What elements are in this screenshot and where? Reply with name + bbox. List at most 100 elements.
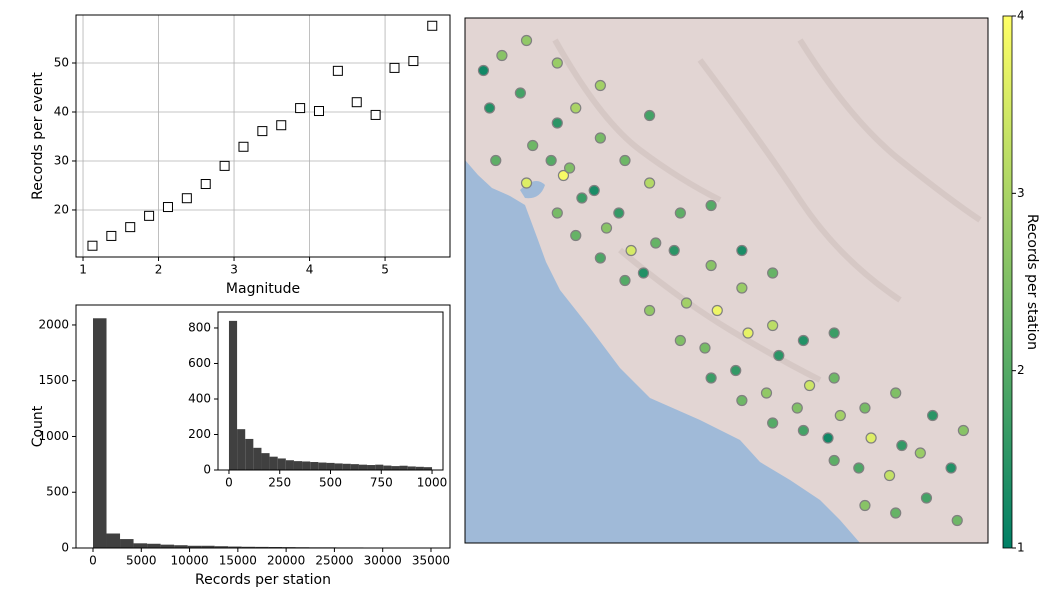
y-tick-label: 0 bbox=[203, 463, 211, 477]
station-point bbox=[668, 244, 680, 257]
panel: 0 250 500 750 1000 0 200 400 600 800 bbox=[188, 311, 447, 490]
bar bbox=[228, 546, 242, 548]
station-point bbox=[791, 402, 803, 414]
x-tick-label: 750 bbox=[370, 476, 393, 490]
station-point bbox=[705, 259, 717, 272]
bar bbox=[310, 462, 319, 470]
x-tick-label: 250 bbox=[268, 476, 291, 490]
station-point bbox=[853, 462, 865, 474]
station-point bbox=[643, 109, 656, 122]
bar bbox=[228, 320, 238, 470]
station-point bbox=[545, 154, 557, 167]
frame bbox=[217, 311, 444, 471]
bar bbox=[350, 464, 359, 470]
y-axis-label: Records per event bbox=[30, 72, 46, 200]
relief bbox=[552, 38, 982, 383]
station-point bbox=[705, 372, 717, 384]
station-point bbox=[828, 327, 840, 339]
station-point bbox=[883, 469, 896, 482]
point bbox=[332, 65, 343, 76]
station-point bbox=[570, 102, 582, 114]
point bbox=[106, 230, 117, 241]
station-point bbox=[803, 379, 816, 392]
y-tick-label: 1000 bbox=[38, 429, 69, 443]
bar bbox=[302, 461, 311, 470]
station-point bbox=[619, 274, 631, 287]
x-tick-label: 3 bbox=[230, 263, 238, 277]
frame bbox=[75, 14, 451, 258]
point bbox=[295, 103, 306, 114]
station-point bbox=[594, 79, 606, 92]
frame bbox=[75, 304, 451, 549]
frame bbox=[464, 17, 989, 544]
bar bbox=[334, 463, 343, 470]
point bbox=[427, 20, 438, 31]
station-point bbox=[797, 424, 810, 437]
bar bbox=[147, 543, 161, 548]
station-point bbox=[834, 409, 846, 422]
bar bbox=[237, 429, 246, 470]
station-point bbox=[484, 102, 496, 114]
station-point bbox=[914, 447, 926, 459]
station-point bbox=[890, 507, 902, 519]
x-axis-label: Records per station bbox=[195, 572, 331, 588]
point bbox=[276, 120, 287, 131]
colorbar bbox=[1002, 15, 1013, 549]
bar bbox=[174, 545, 188, 548]
station-point bbox=[594, 252, 606, 264]
plot-area bbox=[218, 312, 443, 470]
station-point bbox=[773, 349, 785, 362]
station-point bbox=[674, 334, 686, 347]
y-tick-label: 50 bbox=[54, 56, 69, 70]
bar bbox=[245, 438, 254, 470]
bar bbox=[261, 453, 270, 470]
station-point bbox=[551, 57, 563, 69]
x-tick-label: 4 bbox=[306, 263, 314, 277]
x-tick-label: 1 bbox=[79, 263, 87, 277]
y-tick-label: 0 bbox=[61, 541, 69, 555]
x-tick-label: 30000 bbox=[364, 554, 402, 568]
point bbox=[257, 126, 268, 137]
y-tick-label: 400 bbox=[188, 391, 211, 405]
x-tick-label: 20000 bbox=[267, 554, 305, 568]
station-point bbox=[890, 387, 902, 399]
ocean bbox=[465, 160, 860, 543]
station-point bbox=[637, 267, 650, 279]
x-tick-label: 10000 bbox=[170, 554, 208, 568]
bar bbox=[407, 466, 416, 470]
station-point bbox=[699, 342, 711, 354]
y-tick-label: 40 bbox=[54, 104, 69, 118]
bar bbox=[160, 544, 175, 548]
station-point bbox=[951, 514, 963, 527]
point bbox=[351, 97, 362, 108]
station-point bbox=[520, 34, 533, 47]
panel: 1 2 3 4 5 20 30 40 50 Magnitude Records per event bbox=[30, 14, 451, 297]
bar bbox=[255, 546, 269, 548]
bar bbox=[391, 466, 400, 470]
station-point bbox=[767, 417, 779, 429]
y-tick-label: 30 bbox=[54, 153, 69, 167]
bar bbox=[383, 465, 392, 470]
station-point bbox=[859, 402, 871, 414]
bar bbox=[214, 546, 229, 548]
y-tick-label: 600 bbox=[188, 356, 211, 370]
station-point bbox=[643, 304, 656, 317]
station-point bbox=[477, 64, 490, 77]
bar bbox=[358, 464, 368, 470]
station-point bbox=[643, 177, 656, 189]
bar bbox=[367, 465, 376, 470]
station-point bbox=[650, 237, 662, 249]
station-point bbox=[600, 222, 613, 234]
station-point bbox=[711, 304, 723, 317]
x-tick-label: 0 bbox=[225, 476, 233, 490]
y-tick-label: 2000 bbox=[38, 317, 69, 331]
station-point bbox=[736, 282, 748, 294]
station-point bbox=[520, 177, 533, 189]
x-tick-label: 5000 bbox=[126, 554, 157, 568]
x-tick-label: 15000 bbox=[219, 554, 257, 568]
station-point bbox=[927, 409, 939, 422]
station-point bbox=[705, 199, 717, 212]
bar bbox=[415, 466, 424, 470]
y-tick-label: 800 bbox=[188, 320, 211, 334]
